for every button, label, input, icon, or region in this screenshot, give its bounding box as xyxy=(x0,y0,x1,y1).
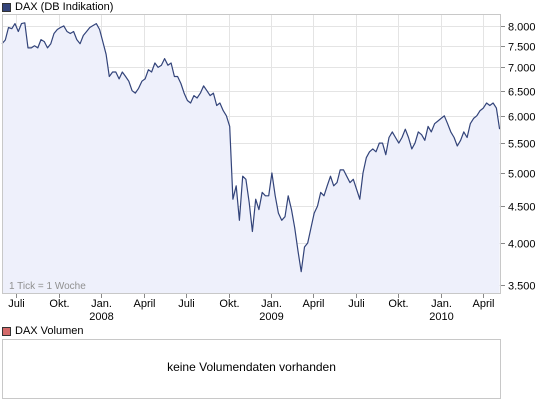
x-tick-label: Jan. xyxy=(91,298,112,310)
price-chart: 3.500 4.000 4.500 5.000 5.500 6.000 6.500 7.000… xyxy=(1,14,536,323)
x-tick-label: Okt. xyxy=(388,298,408,310)
y-tick-label: 5.000 xyxy=(508,169,536,181)
price-legend-label: DAX (DB Indikation) xyxy=(15,1,114,13)
x-tick-label: April xyxy=(133,298,155,310)
price-line xyxy=(1,22,501,273)
volume-legend: DAX Volumen xyxy=(2,325,83,337)
tick-note: 1 Tick = 1 Woche xyxy=(9,281,86,292)
y-tick-label: 8.000 xyxy=(508,22,536,34)
x-tick-label: Okt. xyxy=(49,298,69,310)
volume-legend-label: DAX Volumen xyxy=(15,325,84,337)
x-tick-label: April xyxy=(302,298,324,310)
y-tick-label: 7.500 xyxy=(508,42,536,54)
x-year-label: 2010 xyxy=(429,311,453,323)
price-legend-swatch xyxy=(2,2,11,12)
price-legend: DAX (DB Indikation) xyxy=(2,1,113,13)
x-tick-label: Juli xyxy=(178,298,195,310)
x-year-label: 2008 xyxy=(89,311,113,323)
x-tick-label: Jan. xyxy=(261,298,282,310)
y-tick-label: 3.500 xyxy=(508,281,536,293)
y-tick-label: 4.500 xyxy=(508,202,536,214)
y-tick-label: 7.000 xyxy=(508,63,536,75)
y-tick-label: 5.500 xyxy=(508,139,536,151)
x-year-label: 2009 xyxy=(259,311,283,323)
x-tick-label: Juli xyxy=(348,298,365,310)
y-tick-label: 6.000 xyxy=(508,112,536,124)
plot-border xyxy=(2,14,501,294)
x-tick-label: Okt. xyxy=(219,298,239,310)
volume-legend-swatch xyxy=(2,326,11,336)
volume-empty-message: keine Volumendaten vorhanden xyxy=(167,360,336,374)
y-tick-label: 6.500 xyxy=(508,87,536,99)
x-tick-label: Juli xyxy=(8,298,25,310)
x-tick-label: April xyxy=(472,298,494,310)
y-axis: 3.500 4.000 4.500 5.000 5.500 6.000 6.500 7.000… xyxy=(501,22,536,293)
x-tick-label: Jan. xyxy=(431,298,452,310)
volume-panel: keine Volumendaten vorhanden xyxy=(2,339,501,399)
y-tick-label: 4.000 xyxy=(508,239,536,251)
price-area-fill xyxy=(2,22,500,294)
